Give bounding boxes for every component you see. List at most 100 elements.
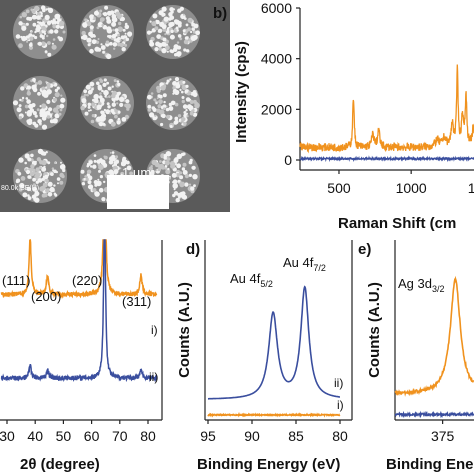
- sem-grain: [46, 34, 49, 38]
- sem-grain: [182, 170, 188, 175]
- sem-grain: [26, 186, 32, 192]
- sem-grain: [24, 111, 27, 114]
- sem-grain: [89, 109, 92, 112]
- sem-grain: [148, 166, 153, 171]
- sem-grain: [17, 171, 22, 176]
- sem-grain: [34, 191, 40, 197]
- sem-grain: [19, 98, 22, 102]
- sem-grain: [154, 26, 159, 31]
- sem-grain: [28, 118, 33, 123]
- x-tick-label: 30: [0, 428, 15, 444]
- sem-grain: [167, 167, 170, 171]
- sem-grain: [40, 41, 46, 47]
- sem-grain: [21, 96, 25, 100]
- sem-grain: [25, 97, 29, 100]
- sem-grain: [102, 122, 106, 126]
- x-tick-label: 50: [56, 428, 72, 444]
- sem-grain: [195, 30, 201, 36]
- panel-b-label: b): [213, 5, 227, 22]
- scale-label: 1 µm: [122, 165, 151, 180]
- sem-grain: [12, 100, 19, 106]
- sem-grain: [57, 36, 61, 39]
- sem-grain: [81, 35, 85, 40]
- sem-grain: [59, 20, 65, 27]
- sem-grain: [114, 155, 118, 159]
- panel-d-y-axis-label: Counts (A.U.): [176, 282, 193, 378]
- sem-grain: [182, 29, 186, 33]
- sem-grain: [173, 158, 179, 163]
- sem-grain: [193, 184, 196, 188]
- sem-grain: [170, 29, 174, 34]
- sem-grain: [97, 38, 100, 40]
- sem-grain: [168, 17, 172, 21]
- sem-grain: [174, 121, 178, 125]
- sem-grain: [89, 48, 94, 54]
- sem-grain: [182, 162, 187, 167]
- sem-grain: [56, 86, 60, 90]
- sem-grain: [19, 15, 23, 19]
- sem-grain: [34, 160, 37, 163]
- sem-grain: [95, 40, 100, 44]
- sem-grain: [87, 43, 91, 47]
- sem-grain: [115, 95, 119, 99]
- sem-grain: [98, 121, 104, 127]
- sem-grain: [33, 15, 38, 20]
- sem-grain: [160, 85, 166, 91]
- sem-grain: [96, 159, 101, 164]
- d-series-blue-line: [208, 285, 340, 400]
- sem-grain: [117, 82, 121, 87]
- sem-grain: [92, 164, 97, 169]
- sem-grain: [116, 80, 120, 83]
- sem-grain: [192, 174, 198, 180]
- sem-grain: [186, 36, 189, 39]
- sem-grain: [45, 151, 48, 154]
- x-tick-label: 85: [288, 428, 304, 444]
- sem-grain: [46, 20, 52, 25]
- sem-grain: [102, 197, 105, 201]
- sem-grain: [87, 180, 92, 185]
- sem-grain: [111, 93, 116, 99]
- sem-grain: [122, 28, 126, 32]
- sem-grain: [183, 13, 185, 16]
- sem-grain: [86, 169, 92, 174]
- b-series-orange-line: [299, 64, 474, 154]
- sem-grain: [177, 23, 182, 28]
- sem-grain: [34, 114, 38, 118]
- sem-grain: [180, 120, 183, 123]
- sem-grain: [172, 8, 175, 11]
- sem-grain: [60, 161, 62, 164]
- sem-grain: [179, 182, 185, 188]
- sem-grain: [163, 16, 169, 22]
- sem-grain: [109, 151, 112, 154]
- sem-grain: [34, 5, 40, 11]
- sem-grain: [111, 85, 114, 88]
- sem-grain: [149, 39, 153, 44]
- sem-grain: [184, 182, 189, 187]
- sem-grain: [42, 152, 45, 156]
- sem-grain: [149, 112, 155, 118]
- sem-grain: [177, 114, 182, 118]
- sem-grain: [86, 37, 92, 43]
- sem-grain: [97, 22, 104, 28]
- sem-grain: [108, 95, 111, 98]
- sem-grain: [173, 191, 179, 196]
- sem-grain: [40, 14, 43, 18]
- sem-grain: [176, 51, 182, 56]
- sem-grain: [38, 80, 41, 84]
- sem-grain: [39, 34, 44, 38]
- sem-grain: [124, 114, 129, 119]
- sem-grain: [31, 103, 36, 108]
- sem-grain: [20, 86, 25, 91]
- sem-grain: [32, 111, 37, 116]
- sem-grain: [87, 185, 91, 189]
- sem-grain: [62, 168, 66, 173]
- sem-grain: [93, 35, 96, 38]
- sem-grain: [32, 34, 35, 38]
- sem-grain: [105, 109, 111, 115]
- sem-grain: [154, 47, 159, 52]
- sem-grain: [191, 165, 196, 170]
- x-tick-label: 90: [244, 428, 260, 444]
- sem-grain: [46, 115, 51, 119]
- panel-b-y-axis-label: Intensity (cps): [233, 41, 250, 143]
- sem-grain: [157, 104, 162, 109]
